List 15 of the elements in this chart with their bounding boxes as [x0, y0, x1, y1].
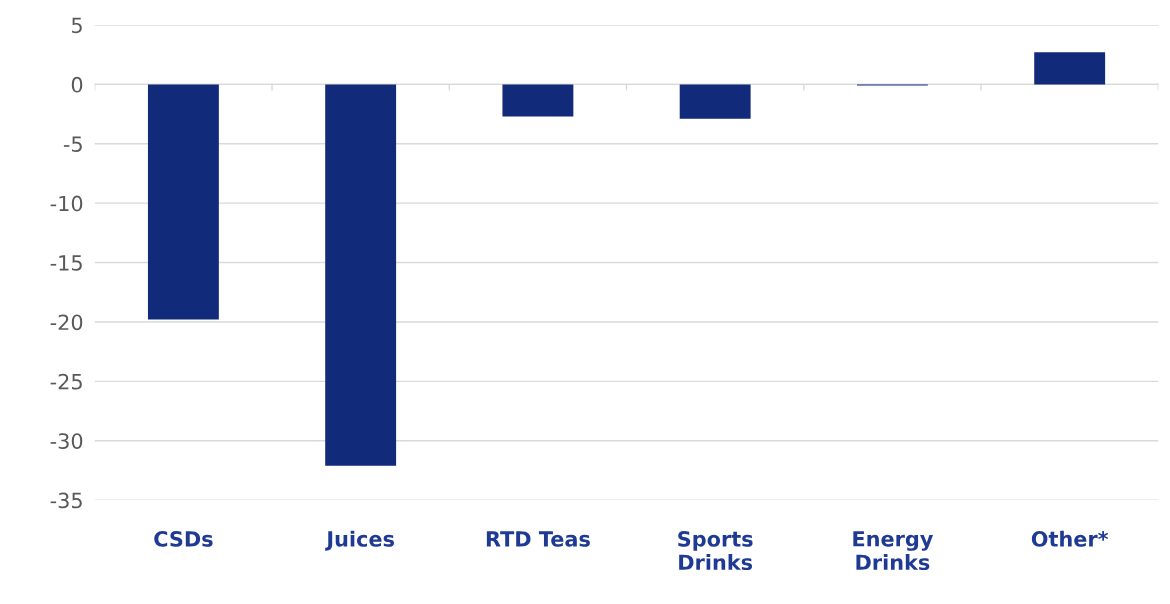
y-tick-label: 5 — [72, 17, 82, 34]
x-tick-label: CSDs — [154, 531, 213, 547]
x-tick-label: RTD Teas — [486, 531, 590, 547]
x-tick-label: Other* — [1031, 530, 1109, 547]
y-tick-label: -25 — [50, 373, 82, 390]
x-tick-label: Sports Drinks — [678, 531, 753, 571]
y-tick-label: -20 — [50, 314, 83, 331]
x-tick-label: Energy Drinks — [853, 531, 934, 571]
y-tick-label: -30 — [50, 433, 83, 449]
y-tick-label: -10 — [50, 195, 83, 212]
y-tick-label: -15 — [50, 255, 82, 271]
y-tick-label: 0 — [71, 76, 83, 93]
x-tick-label: Juices — [325, 530, 394, 551]
y-tick-label: -35 — [50, 492, 82, 509]
y-tick-label: -5 — [63, 136, 82, 152]
